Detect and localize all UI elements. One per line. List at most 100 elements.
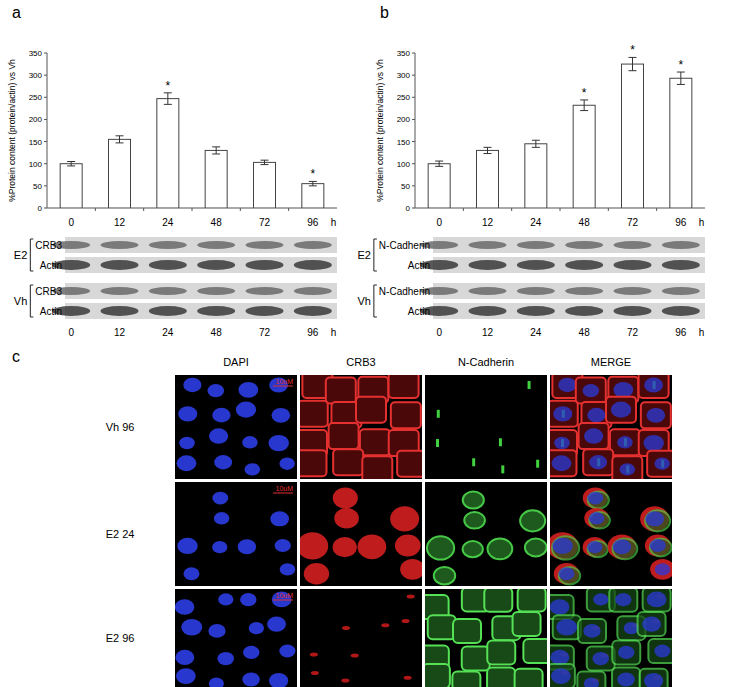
crb3-signal [612,456,642,479]
nucleus [177,538,197,554]
row-label: E2 24 [106,528,135,540]
ncad-signal [645,510,670,531]
ncad-signal [515,669,543,687]
nucleus [551,668,571,684]
significance-mark: * [165,79,170,93]
figure: a%Protein content (protein/actin) vs Vh0… [0,0,746,687]
blot-band [469,241,507,249]
bar [477,150,499,208]
micrograph-bg [300,589,422,687]
nucleus [267,617,286,632]
ncad-signal [650,539,672,557]
nucleus [175,650,194,665]
blot-band [565,306,603,316]
y-tick-label: 250 [29,93,43,102]
blot-band [149,287,187,295]
blot-band [101,260,139,270]
y-tick [412,185,415,186]
nucleus [550,650,569,665]
micrograph-bg [425,482,547,586]
y-axis [415,53,416,208]
error-cap [212,153,220,154]
error-bar [484,147,492,153]
column-header: N-Cadherin [458,356,514,368]
y-tick-label: 0 [38,204,43,213]
error-cap [532,147,540,148]
y-tick [44,208,47,209]
blot-band [517,306,555,316]
error-bar [677,72,685,84]
nucleus [618,646,634,659]
crb3-signal [606,397,636,423]
nucleus [620,463,635,475]
error-line [119,136,120,143]
y-tick-label: 150 [29,138,43,147]
bar [60,164,82,208]
nucleus [644,673,663,687]
blot-bracket [374,285,377,317]
blot-band [662,260,700,270]
x-tick-label: 12 [114,217,126,228]
blot-band [246,241,284,249]
micrograph-bg [175,589,297,687]
ncad-signal [612,667,640,687]
crb3-signal [402,619,410,623]
crb3-signal [342,626,350,630]
nucleus [214,455,232,469]
ncad-signal [462,647,490,671]
y-tick [44,163,47,164]
ncad-signal [472,458,475,466]
blot-lane-label: 24 [530,327,542,338]
error-bar [532,140,540,147]
scale-label: 10uM [275,485,293,492]
x-tick-label: 24 [530,217,542,228]
error-cap [116,142,124,143]
blot-band [294,306,332,316]
blot-band [614,241,652,249]
y-tick [44,75,47,76]
blot-band [101,287,139,295]
blot-row-label: Actin [408,260,430,271]
micrograph-bg [175,482,297,586]
blot-strip [433,257,705,273]
ncad-signal [588,491,609,508]
ncad-signal [612,640,640,664]
blot-band [101,241,139,249]
nucleus [218,593,233,605]
bar [428,164,450,208]
nucleus [236,402,256,418]
blot-strip [65,257,337,273]
blot-band [294,287,332,295]
ncad-signal [463,491,484,508]
blot-band [614,260,652,270]
x-tick [656,208,657,211]
error-bar [164,93,172,105]
ncad-signal [536,460,539,468]
x-tick [288,208,289,211]
blot-lane-label: 96 [307,327,319,338]
nucleus [279,645,295,658]
crb3-signal [389,375,419,398]
y-tick-label: 200 [29,115,43,124]
blot-lane-label: 12 [482,327,494,338]
nucleus [650,539,666,552]
nucleus [642,617,661,632]
nucleus [617,672,635,686]
ncad-signal [464,512,485,529]
blot-band [565,287,603,295]
blot-band [565,241,603,249]
blot-band [614,287,652,295]
significance-mark: * [630,43,635,57]
nucleus [611,402,631,418]
micrograph [425,375,547,479]
x-tick [608,208,609,211]
ncad-signal [487,667,515,687]
nucleus [645,511,664,526]
x-tick-label: 96 [307,217,319,228]
ncad-signal [525,539,547,557]
nucleus [617,436,633,448]
crb3-signal [358,534,387,559]
x-tick-label: 48 [211,217,223,228]
nucleus [176,668,196,684]
crb3-signal [300,401,328,427]
